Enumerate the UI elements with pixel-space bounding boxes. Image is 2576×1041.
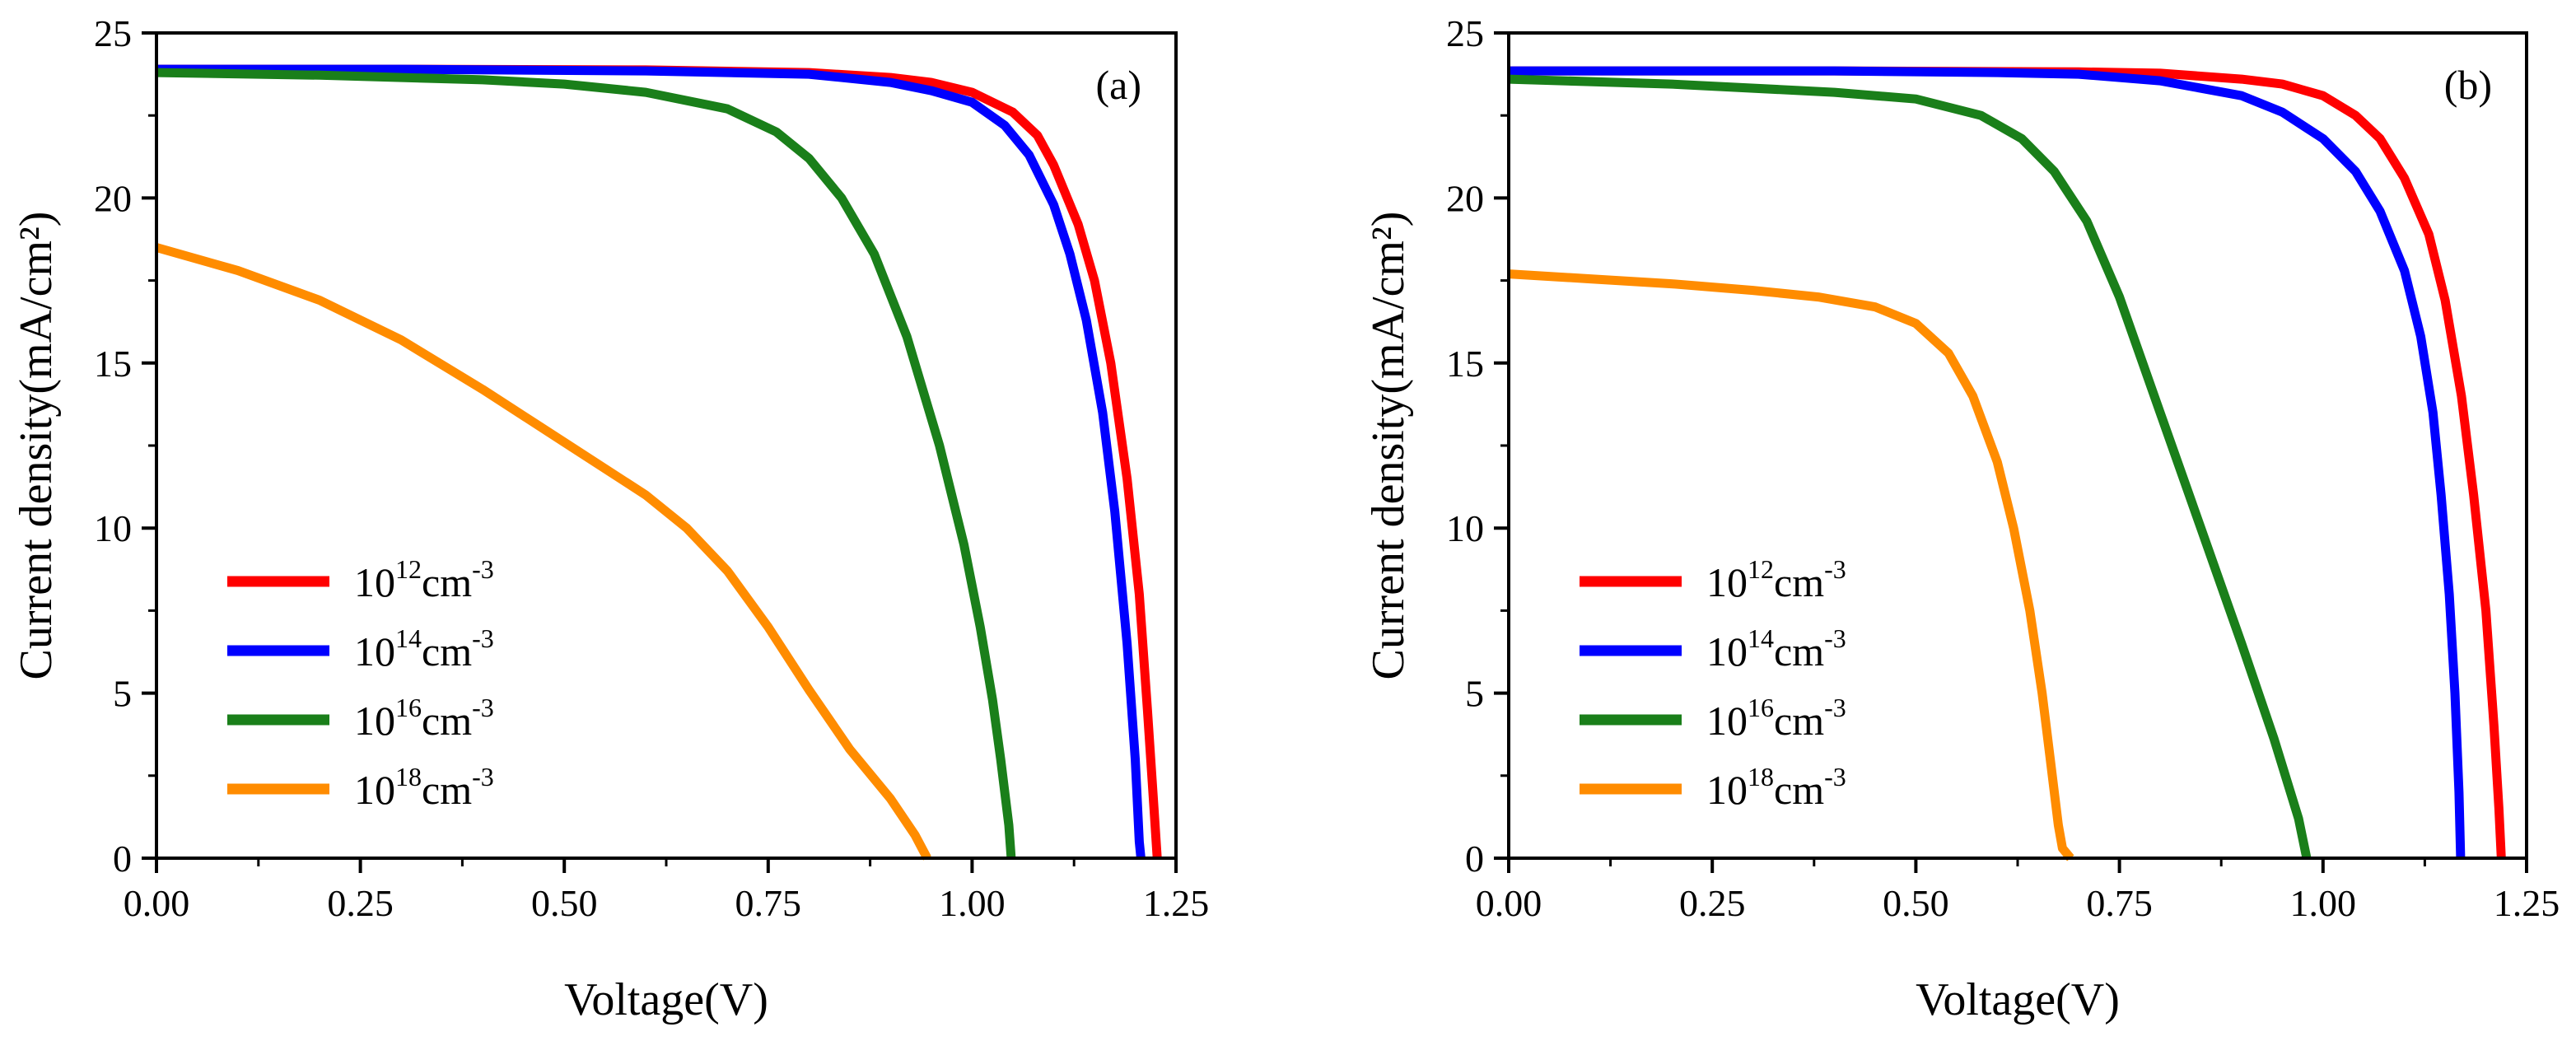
x-tick-label: 1.25 [1143,882,1210,924]
y-tick-label: 25 [1446,12,1484,54]
chart-panel-a: 0.00 0.25 0.50 0.75 1.00 1.25 0 5 10 15 20 25 Voltag… [11,12,1209,1025]
y-tick-label: 10 [1446,507,1484,549]
series-line-1e12 [156,64,1162,859]
x-tick-label: 0.25 [1679,882,1746,924]
x-tick-label: 0.75 [2086,882,2153,924]
x-axis-label: Voltage(V) [1916,974,2120,1025]
y-tick-label: 15 [1446,343,1484,385]
y-tick-label: 15 [94,343,132,385]
y-tick-label: 20 [1446,177,1484,219]
series-line-1e14 [156,64,1146,859]
x-tick-label: 0.00 [124,882,190,924]
y-tick-label: 0 [113,838,132,880]
series-line-1e16 [156,68,1016,859]
x-axis-label: Voltage(V) [564,974,768,1025]
legend-entry-label: 1012cm-3 [354,554,494,605]
y-tick-label: 10 [94,507,132,549]
y-tick-label: 20 [94,177,132,219]
legend-entry-label: 1016cm-3 [1706,693,1846,744]
legend-entry-label: 1014cm-3 [354,623,494,675]
series-line-1e18 [155,243,931,861]
y-tick-label: 0 [1465,838,1484,880]
panel-label: (b) [2444,62,2492,108]
legend-entry-label: 1012cm-3 [1706,554,1846,605]
y-axis-label: Current density(mA/cm²) [1363,212,1414,680]
series-line-1e14 [1509,66,2466,859]
series-line-1e18 [1508,269,2074,861]
x-tick-label: 0.75 [735,882,802,924]
legend: 1012cm-3 1014cm-3 1016cm-3 1018cm-3 [227,554,494,813]
x-tick-label: 0.00 [1476,882,1542,924]
legend: 1012cm-3 1014cm-3 1016cm-3 1018cm-3 [1580,554,1846,813]
series-line-1e12 [1509,66,2506,859]
x-tick-label: 0.50 [1883,882,1949,924]
chart-panel-b: 0.00 0.25 0.50 0.75 1.00 1.25 0 5 10 15 20 25 Voltag… [1363,12,2560,1025]
y-tick-label: 5 [113,673,132,715]
legend-entry-label: 1016cm-3 [354,693,494,744]
legend-entry-label: 1018cm-3 [354,762,494,813]
x-tick-label: 1.25 [2494,882,2560,924]
legend-entry-label: 1014cm-3 [1706,623,1846,675]
x-tick-label: 0.50 [531,882,598,924]
plot-frame [1507,31,2528,860]
series-line-1e16 [1508,74,2312,860]
y-tick-label: 5 [1465,673,1484,715]
x-tick-label: 1.00 [939,882,1006,924]
legend-entry-label: 1018cm-3 [1706,762,1846,813]
panel-label: (a) [1096,62,1142,108]
y-axis-label: Current density(mA/cm²) [11,212,62,680]
plot-frame [155,31,1178,860]
x-tick-label: 1.00 [2290,882,2357,924]
y-tick-label: 25 [94,12,132,54]
x-tick-label: 0.25 [327,882,394,924]
